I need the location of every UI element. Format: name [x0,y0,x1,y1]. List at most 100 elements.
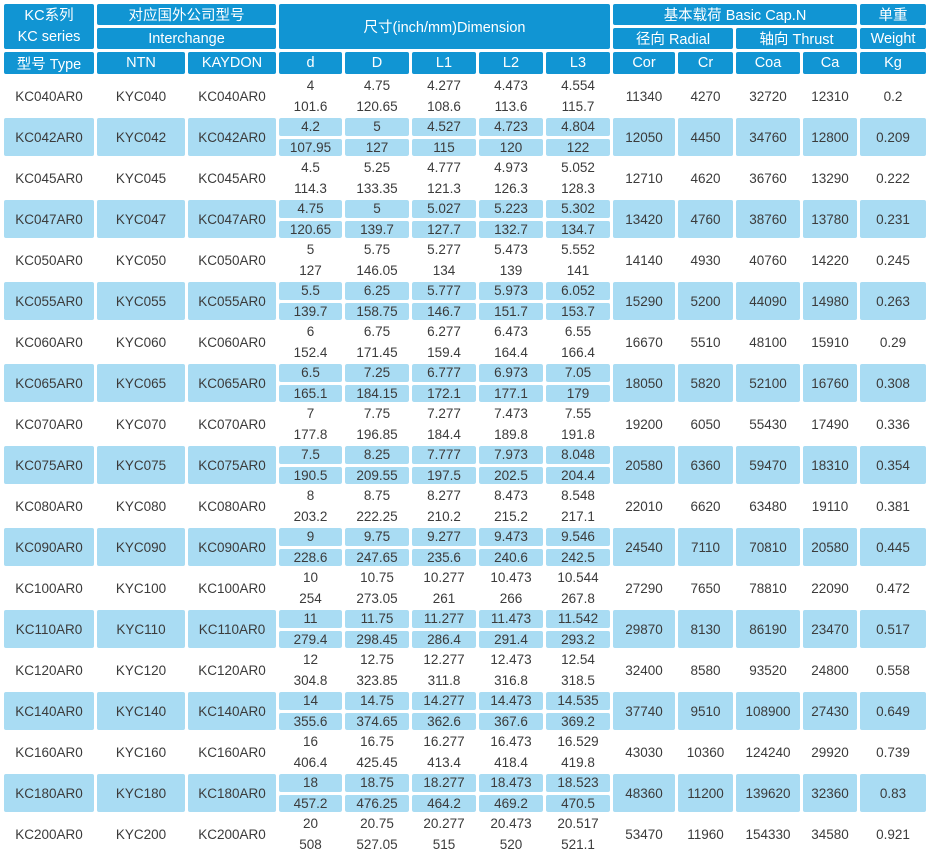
cell-cr: 9510 [678,692,733,730]
table-row: KC040AR0 KYC040 KC040AR0 4 101.6 4.75 120.65 4.… [4,77,926,115]
value-inch: 14.473 [479,692,543,710]
value-inch: 7.25 [345,364,409,382]
value-mm: 240.6 [479,548,543,566]
value-inch: 20.517 [546,815,610,833]
cell-dim-d: 18 457.2 [279,774,342,812]
cell-kaydon: KC060AR0 [188,323,276,361]
value-mm: 355.6 [279,712,342,730]
table-row: KC120AR0 KYC120 KC120AR0 12 304.8 12.75 323.85… [4,651,926,689]
cell-coa: 32720 [736,77,800,115]
value-mm: 179 [546,384,610,402]
cell-dim-d: 6 152.4 [279,323,342,361]
value-inch: 18 [279,774,342,792]
col-header-type: 型号 Type [4,52,94,74]
cell-dim-l2: 12.473 316.8 [479,651,543,689]
cell-cor: 16670 [613,323,675,361]
value-inch: 11.277 [412,610,476,628]
table-row: KC180AR0 KYC180 KC180AR0 18 457.2 18.75 476.25… [4,774,926,812]
value-inch: 4.527 [412,118,476,136]
cell-kaydon: KC070AR0 [188,405,276,443]
cell-cr: 5820 [678,364,733,402]
col-header-kaydon: KAYDON [188,52,276,74]
cell-ntn: KYC120 [97,651,185,689]
value-inch: 10.544 [546,569,610,587]
value-mm: 202.5 [479,466,543,484]
table-row: KC200AR0 KYC200 KC200AR0 20 508 20.75 527.05 20… [4,815,926,852]
value-mm: 134.7 [546,220,610,238]
value-inch: 9.75 [345,528,409,546]
table-row: KC060AR0 KYC060 KC060AR0 6 152.4 6.75 171.45 6.… [4,323,926,361]
cell-dim-d: 14 355.6 [279,692,342,730]
cell-dim-d: 6.25 158.75 [345,282,409,320]
value-mm: 171.45 [345,343,409,361]
value-inch: 14.75 [345,692,409,710]
value-inch: 20.473 [479,815,543,833]
cell-ntn: KYC047 [97,200,185,238]
cell-kg: 0.83 [860,774,926,812]
cell-dim-d: 16.75 425.45 [345,733,409,771]
header-series-group: KC系列 KC series [4,4,94,49]
cell-dim-d: 4.75 120.65 [345,77,409,115]
value-mm: 367.6 [479,712,543,730]
cell-cor: 18050 [613,364,675,402]
cell-cr: 5510 [678,323,733,361]
cell-dim-d: 14.75 374.65 [345,692,409,730]
cell-dim-l3: 5.552 141 [546,241,610,279]
value-inch: 20 [279,815,342,833]
value-inch: 7.973 [479,446,543,464]
cell-dim-l3: 11.542 293.2 [546,610,610,648]
value-inch: 4 [279,77,342,95]
header-weight-en: Weight [860,28,926,49]
cell-coa: 93520 [736,651,800,689]
cell-cor: 37740 [613,692,675,730]
value-mm: 209.55 [345,466,409,484]
cell-kaydon: KC160AR0 [188,733,276,771]
header-column-row: 型号 Type NTN KAYDON d D L1 L2 L3 Cor Cr C… [4,52,926,74]
value-mm: 222.25 [345,507,409,525]
value-mm: 457.2 [279,794,342,812]
cell-dim-l3: 7.55 191.8 [546,405,610,443]
cell-coa: 48100 [736,323,800,361]
cell-kaydon: KC200AR0 [188,815,276,852]
value-mm: 191.8 [546,425,610,443]
header-series-zh: KC系列 [24,7,74,24]
cell-dim-d: 8 203.2 [279,487,342,525]
cell-kg: 0.472 [860,569,926,607]
header-thrust-group: 轴向 Thrust [736,28,857,49]
cell-dim-l3: 16.529 419.8 [546,733,610,771]
value-mm: 172.1 [412,384,476,402]
cell-ntn: KYC045 [97,159,185,197]
cell-ntn: KYC040 [97,77,185,115]
table-row: KC042AR0 KYC042 KC042AR0 4.2 107.95 5 127 4.527… [4,118,926,156]
cell-dim-l2: 6.973 177.1 [479,364,543,402]
col-header-kg: Kg [860,52,926,74]
col-header-l1: L1 [412,52,476,74]
cell-dim-l2: 8.473 215.2 [479,487,543,525]
value-mm: 120 [479,138,543,156]
value-inch: 5.777 [412,282,476,300]
value-inch: 8.277 [412,487,476,505]
cell-type: KC140AR0 [4,692,94,730]
value-inch: 12.54 [546,651,610,669]
cell-kaydon: KC080AR0 [188,487,276,525]
value-inch: 8.75 [345,487,409,505]
col-header-cor: Cor [613,52,675,74]
value-mm: 120.65 [279,220,342,238]
value-mm: 425.45 [345,753,409,771]
cell-dim-d: 9 228.6 [279,528,342,566]
value-inch: 9.546 [546,528,610,546]
value-mm: 139.7 [345,220,409,238]
cell-kg: 0.263 [860,282,926,320]
header-radial-group: 径向 Radial [613,28,733,49]
value-inch: 18.473 [479,774,543,792]
cell-dim-d: 6.5 165.1 [279,364,342,402]
table-body: KC040AR0 KYC040 KC040AR0 4 101.6 4.75 120.65 4.… [4,77,926,852]
value-mm: 134 [412,261,476,279]
value-mm: 369.2 [546,712,610,730]
cell-kaydon: KC180AR0 [188,774,276,812]
table-row: KC070AR0 KYC070 KC070AR0 7 177.8 7.75 196.85 7.… [4,405,926,443]
value-mm: 311.8 [412,671,476,689]
cell-coa: 55430 [736,405,800,443]
cell-kg: 0.222 [860,159,926,197]
cell-ntn: KYC180 [97,774,185,812]
